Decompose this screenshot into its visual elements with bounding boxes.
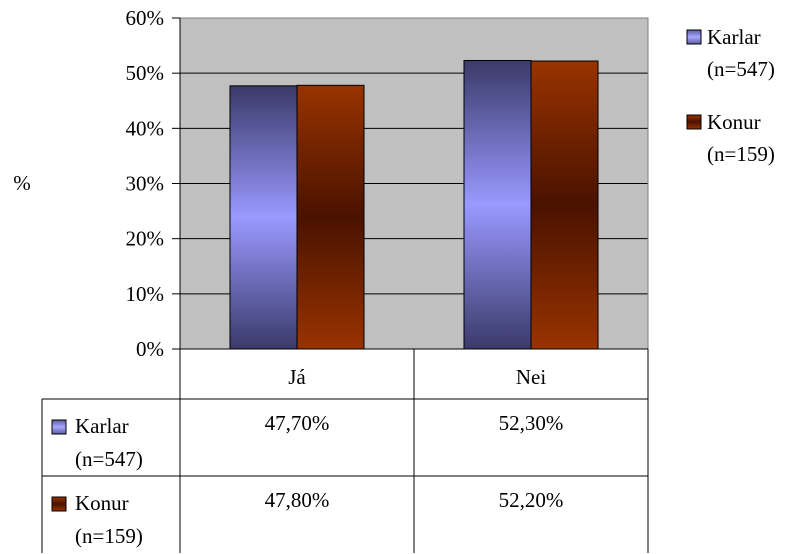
x-category-label: Já [288,365,306,389]
y-tick-label: 20% [126,227,165,251]
legend-label: Konur [707,110,761,134]
bars [180,59,648,350]
table-value: 52,30% [499,411,564,435]
legend: Karlar (n=547) Konur (n=159) [686,25,775,166]
table-series-count: (n=159) [75,524,143,548]
legend-label-count: (n=159) [707,142,775,166]
data-table: Já Nei Karlar (n=547) 47,70% 52,30% Konur (n=15… [41,349,649,553]
y-axis-label: % [13,171,31,195]
x-category-label: Nei [516,365,546,389]
table-series-name: Konur [75,491,129,515]
table-value: 47,70% [265,411,330,435]
bar-karlar-nei [463,59,532,350]
y-tick-label: 40% [126,116,165,140]
y-tick-label: 10% [126,282,165,306]
table-value: 47,80% [265,488,330,512]
table-legend-swatch [51,496,67,512]
legend-label-count: (n=547) [707,57,775,81]
y-axis: 0% 10% 20% 30% 40% 50% 60% [126,6,181,361]
table-series-count: (n=547) [75,447,143,471]
y-tick-label: 30% [126,172,165,196]
table-legend-swatch [51,419,67,435]
y-tick-label: 50% [126,61,165,85]
bar-konur-ja [296,84,365,350]
table-value: 52,20% [499,488,564,512]
bar-konur-nei [530,60,599,350]
y-tick-label: 0% [136,337,164,361]
table-series-name: Karlar [75,414,129,438]
bar-karlar-ja [229,85,298,350]
y-tick-label: 60% [126,6,165,30]
legend-swatch [686,29,702,45]
legend-label: Karlar [707,25,761,49]
legend-swatch [686,114,702,130]
